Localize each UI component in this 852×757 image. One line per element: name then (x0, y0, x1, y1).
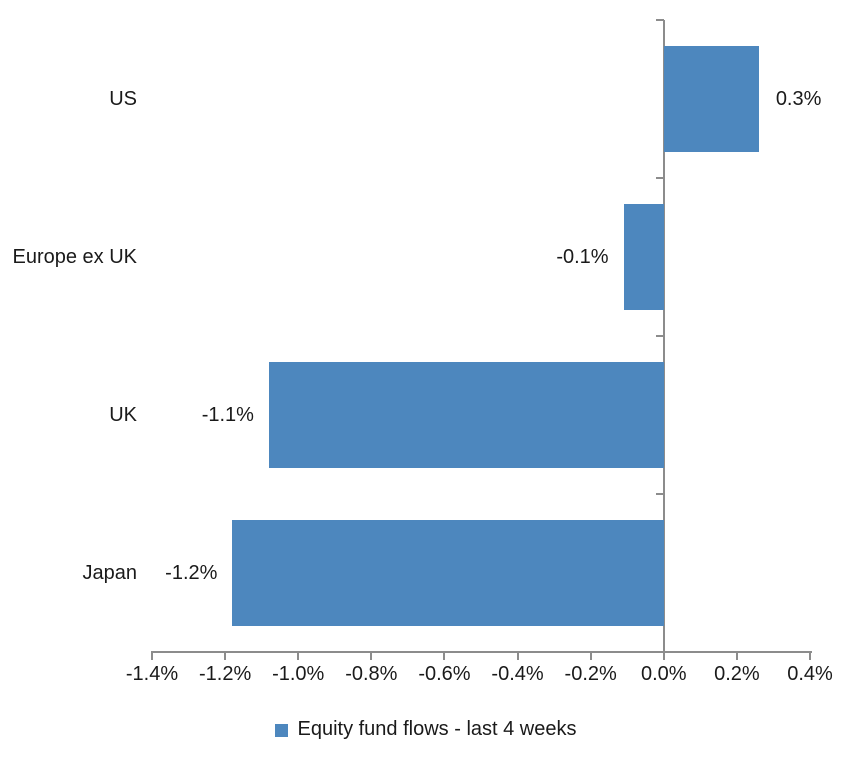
y-axis-zero-line (662, 20, 665, 652)
category-label-us: US (109, 87, 137, 110)
data-label-europe-ex-uk: -0.1% (556, 245, 609, 268)
x-axis-tick (589, 652, 592, 660)
x-tick-label: -0.4% (491, 663, 544, 685)
bar-europe-ex-uk (623, 204, 664, 310)
x-axis-tick (735, 652, 738, 660)
bar-us (663, 46, 759, 152)
x-axis-tick (662, 652, 665, 660)
x-tick-label: -0.6% (418, 663, 471, 685)
category-label-europe-ex-uk: Europe ex UK (12, 245, 137, 268)
x-tick-label: -0.8% (345, 663, 398, 685)
bar-uk (268, 362, 664, 468)
legend-marker-icon (275, 724, 289, 737)
y-axis-tick (655, 177, 664, 179)
x-tick-label: -1.2% (198, 663, 252, 685)
x-axis-tick (224, 652, 227, 660)
x-tick-label: 0.4% (787, 663, 833, 685)
x-tick-label: 0.2% (714, 663, 760, 685)
data-label-japan: -1.2% (165, 561, 218, 584)
x-axis-tick (516, 652, 519, 660)
x-tick-label: -1.4% (125, 663, 179, 685)
x-tick-label: 0.0% (640, 663, 687, 685)
x-axis-tick (443, 652, 446, 660)
data-label-uk: -1.1% (201, 403, 254, 426)
x-tick-label: -1.0% (272, 663, 325, 685)
y-axis-tick (655, 493, 664, 495)
legend-label: Equity fund flows - last 4 weeks (297, 718, 577, 740)
category-label-japan: Japan (82, 561, 138, 584)
y-axis-tick (655, 335, 664, 337)
x-axis-tick (809, 652, 811, 660)
x-axis-tick (297, 652, 300, 660)
x-axis-tick (370, 652, 373, 660)
y-axis-tick (655, 19, 664, 21)
legend: Equity fund flows - last 4 weeks (0, 718, 852, 741)
x-axis-tick (151, 652, 153, 660)
x-axis-line (151, 651, 812, 653)
data-label-us: 0.3% (775, 87, 822, 110)
y-axis-tick (655, 651, 664, 653)
x-tick-label: -0.2% (564, 663, 617, 685)
bar-japan (232, 520, 664, 626)
category-label-uk: UK (109, 403, 137, 426)
